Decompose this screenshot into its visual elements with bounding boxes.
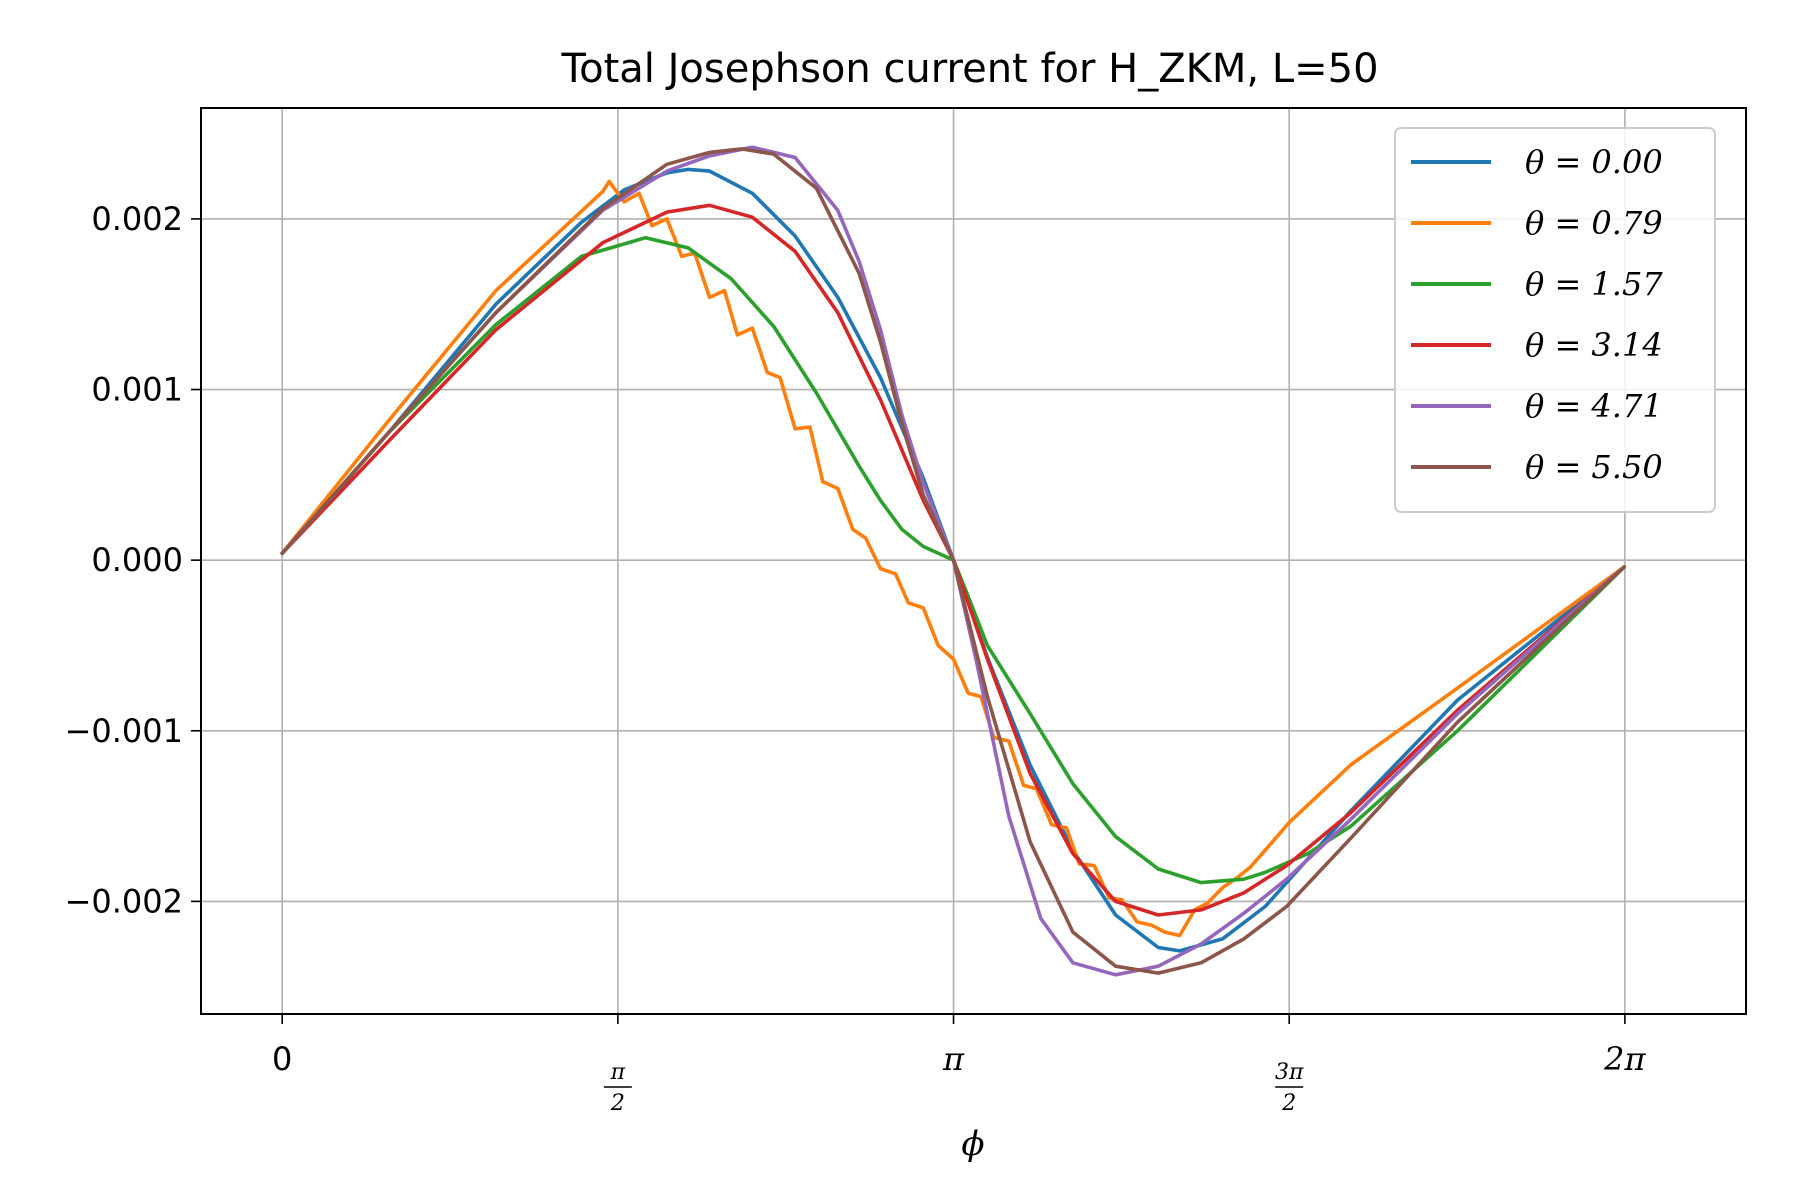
legend: θ = 0.00 θ = 0.79 θ = 1.57 θ = 3.14 θ = 4.71…	[1394, 127, 1716, 513]
series-line-4	[280, 145, 1626, 977]
x-axis-label: ϕ	[961, 1124, 984, 1164]
x-tick-numerator: 3π	[1275, 1060, 1304, 1085]
series-line-1	[280, 179, 1626, 938]
x-tick-label: 0	[272, 1040, 292, 1078]
legend-label: θ = 1.57	[1525, 265, 1663, 303]
y-tick-label: 0.002	[91, 200, 183, 238]
legend-label: θ = 4.71	[1525, 387, 1663, 425]
x-tick-denominator: 2	[1281, 1091, 1296, 1116]
chart-title: Total Josephson current for H_ZKM, L=50	[560, 46, 1378, 92]
y-tick-label: −0.002	[65, 882, 183, 920]
x-tick-label: π	[942, 1040, 965, 1078]
y-tick-label: −0.001	[65, 712, 183, 750]
legend-label: θ = 3.14	[1525, 326, 1663, 364]
x-tick-denominator: 2	[610, 1091, 625, 1116]
series-lines	[280, 145, 1626, 977]
y-tick-label: 0.001	[91, 371, 183, 409]
series-line-5	[280, 147, 1626, 975]
legend-label: θ = 0.00	[1525, 143, 1663, 181]
legend-label: θ = 0.79	[1525, 204, 1663, 242]
x-tick-label: π2	[603, 1060, 632, 1116]
x-tick-label: 3π2	[1275, 1060, 1304, 1116]
plot-frame	[200, 107, 1747, 1015]
legend-label: θ = 5.50	[1525, 448, 1663, 486]
x-tick-label: 2π	[1603, 1040, 1646, 1078]
x-tick-numerator: π	[610, 1060, 626, 1085]
y-tick-label: 0.000	[91, 541, 183, 579]
